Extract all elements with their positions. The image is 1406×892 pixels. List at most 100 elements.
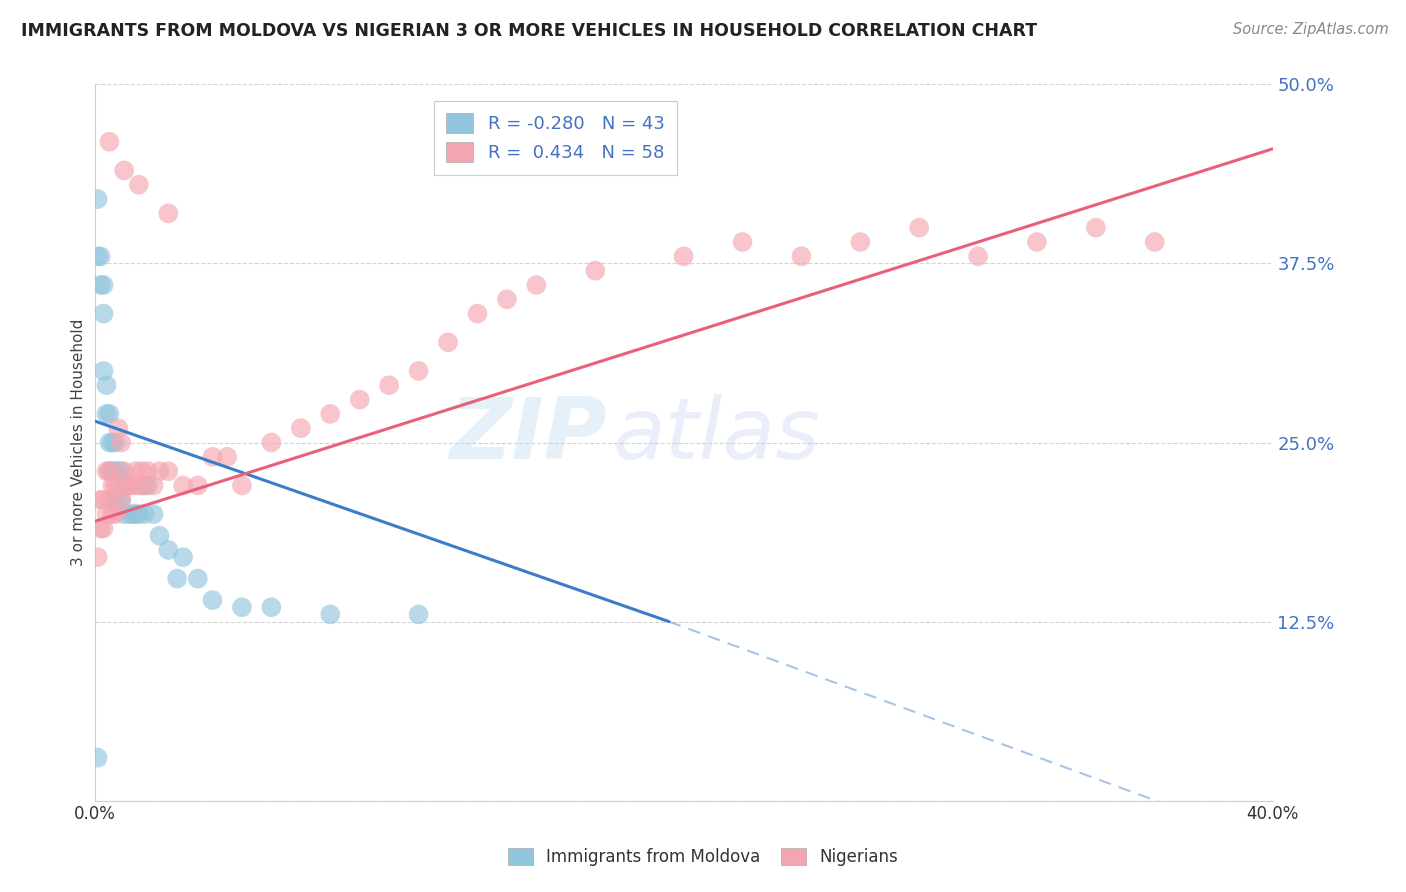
Point [90,249,112,263]
Point [107,492,129,507]
Point [166,572,188,586]
Point [290,421,312,435]
Point [115,478,138,492]
Point [93,307,115,321]
Point [731,235,754,249]
Text: IMMIGRANTS FROM MOLDOVA VS NIGERIAN 3 OR MORE VEHICLES IN HOUSEHOLD CORRELATION : IMMIGRANTS FROM MOLDOVA VS NIGERIAN 3 OR… [21,22,1038,40]
Point [148,528,170,542]
Point [104,464,127,478]
Point [148,464,170,478]
Point [118,507,141,521]
Point [319,407,342,421]
Point [122,478,145,492]
Point [217,450,239,464]
Point [86,249,108,263]
Point [1084,220,1107,235]
Point [201,450,224,464]
Point [96,407,118,421]
Point [98,464,121,478]
Point [408,364,430,378]
Point [86,550,108,565]
Point [125,507,148,521]
Point [101,507,124,521]
Point [142,507,165,521]
Point [90,521,112,535]
Point [136,464,159,478]
Legend: Immigrants from Moldova, Nigerians: Immigrants from Moldova, Nigerians [502,841,904,873]
Point [110,435,132,450]
Point [1143,235,1166,249]
Point [526,277,548,292]
Point [672,249,695,263]
Text: ZIP: ZIP [450,394,607,477]
Point [201,593,224,607]
Point [93,492,115,507]
Point [908,220,931,235]
Point [96,507,118,521]
Point [115,478,138,492]
Point [112,507,135,521]
Point [101,478,124,492]
Point [408,607,430,622]
Point [131,464,153,478]
Point [98,407,121,421]
Point [187,572,209,586]
Point [172,550,194,565]
Point [131,478,153,492]
Point [93,521,115,535]
Point [260,435,283,450]
Point [107,421,129,435]
Point [107,478,129,492]
Point [96,464,118,478]
Point [101,435,124,450]
Point [86,750,108,764]
Point [128,507,150,521]
Point [136,478,159,492]
Point [112,464,135,478]
Point [583,263,606,277]
Point [319,607,342,622]
Point [134,507,156,521]
Point [231,600,253,615]
Point [496,293,519,307]
Point [101,464,124,478]
Point [93,277,115,292]
Point [122,507,145,521]
Point [1026,235,1049,249]
Y-axis label: 3 or more Vehicles in Household: 3 or more Vehicles in Household [72,318,86,566]
Text: Source: ZipAtlas.com: Source: ZipAtlas.com [1233,22,1389,37]
Point [104,492,127,507]
Point [849,235,872,249]
Point [125,464,148,478]
Point [349,392,371,407]
Point [172,478,194,492]
Point [98,435,121,450]
Point [157,543,180,558]
Point [112,478,135,492]
Point [157,464,180,478]
Point [128,478,150,492]
Point [104,507,127,521]
Point [231,478,253,492]
Point [90,492,112,507]
Point [467,307,489,321]
Point [96,378,118,392]
Text: atlas: atlas [613,394,821,477]
Point [110,492,132,507]
Point [157,206,180,220]
Point [118,478,141,492]
Point [260,600,283,615]
Point [142,478,165,492]
Legend: R = -0.280   N = 43, R =  0.434   N = 58: R = -0.280 N = 43, R = 0.434 N = 58 [433,101,678,175]
Point [110,492,132,507]
Point [110,464,132,478]
Point [98,135,121,149]
Point [437,335,460,350]
Point [790,249,813,263]
Point [86,192,108,206]
Point [134,478,156,492]
Point [967,249,990,263]
Point [90,277,112,292]
Point [93,364,115,378]
Point [98,464,121,478]
